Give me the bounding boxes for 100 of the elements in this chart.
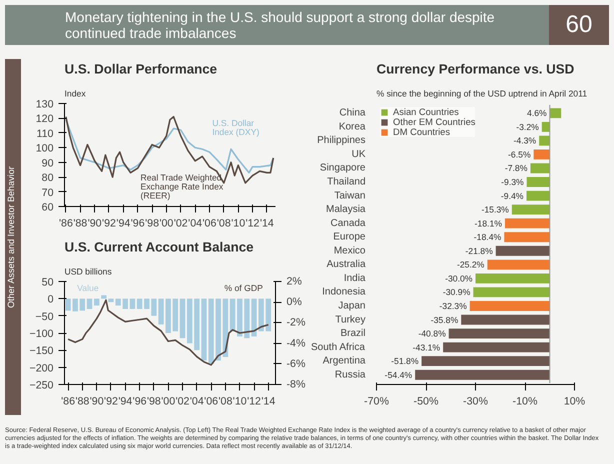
series-label: Real Trade Weighted Exchange Rate Index (REER) [140, 172, 224, 201]
x-tick-label: '10 [232, 396, 247, 408]
x-tick-label: '86 [61, 396, 76, 408]
x-tick-label: 10% [564, 396, 586, 408]
x-tick-label: '02 [176, 396, 190, 408]
y-tick-label: −200 [29, 362, 54, 374]
y-tick-label: Europe [333, 232, 366, 243]
y2-tick-label: -6% [286, 358, 306, 370]
y-tick-label: 130 [36, 98, 54, 110]
x-tick-label: '90 [88, 218, 102, 230]
y-tick-label: Canada [330, 218, 366, 229]
data-label: -3.2% [516, 122, 540, 132]
text: Other Assets and Investor Behavior [5, 59, 21, 415]
y-tick-label: Taiwan [334, 190, 366, 202]
x-tick-label: -70% [364, 396, 390, 408]
x-tick-label: '94 [116, 218, 130, 230]
y-tick-label: 70 [42, 186, 54, 199]
data-label: -18.1% [474, 218, 502, 228]
y-tick-label: Thailand [327, 176, 366, 188]
x-tick-label: '10 [231, 218, 246, 230]
y-tick-label: 80 [42, 172, 54, 184]
data-label: 4.6% [527, 108, 548, 118]
data-label: -4.3% [513, 136, 536, 146]
y-tick-label: Japan [338, 300, 366, 312]
x-tick-label: '02 [174, 218, 188, 230]
data-label: -18.4% [474, 232, 502, 242]
chart-title: Currency Performance vs. USD [376, 62, 575, 76]
x-tick-label: '92 [104, 396, 118, 408]
x-tick-label: '04 [190, 396, 204, 408]
y-tick-label: Brazil [340, 328, 366, 340]
y-tick-label: −50 [35, 310, 54, 323]
x-tick-label: '90 [90, 396, 104, 408]
data-label: -21.8% [465, 246, 494, 256]
y-tick-label: Russia [334, 369, 366, 380]
x-tick-label: '06 [202, 218, 216, 230]
y-tick-label: 50 [42, 276, 54, 288]
x-tick-label: '04 [188, 218, 202, 230]
y2-tick-label: -2% [286, 316, 306, 329]
y-tick-label: Philippines [317, 135, 366, 146]
x-tick-label: '92 [102, 218, 116, 230]
legend-label: DM Countries [393, 127, 450, 137]
data-label: -30.0% [445, 273, 473, 284]
x-tick-label: '00 [161, 396, 176, 408]
data-label: -7.8% [504, 163, 528, 174]
y-tick-label: −250 [29, 380, 54, 392]
y-tick-label: Mexico [334, 245, 366, 256]
x-tick-label: '94 [118, 396, 132, 408]
data-label: -9.3% [501, 177, 524, 188]
data-label: -35.8% [430, 314, 458, 325]
data-label: -51.8% [391, 356, 419, 366]
y2-tick-label: -4% [286, 337, 306, 350]
data-label: -6.5% [508, 149, 531, 160]
line-series [65, 116, 274, 184]
x-tick-label: '12 [246, 218, 260, 230]
y-tick-label: South Africa [311, 342, 366, 353]
y-tick-label: Malaysia [326, 204, 366, 216]
x-tick-label: -30% [463, 396, 488, 408]
chart-subtitle: % since the beginning of the USD uptrend in April 2011 [376, 88, 588, 98]
legend-label: Asian Countries [393, 107, 459, 117]
x-tick-label: '06 [204, 396, 218, 408]
data-label: -32.3% [439, 300, 468, 311]
series-label: Value [77, 283, 99, 294]
x-tick-label: -10% [512, 396, 538, 408]
x-tick-label: '88 [73, 218, 88, 230]
chart-subtitle: USD billions [64, 266, 112, 276]
chart-title: U.S. Current Account Balance [64, 240, 254, 254]
line-series [67, 299, 270, 366]
y-tick-label: 0 [48, 294, 54, 306]
x-tick-label: '98 [146, 396, 161, 408]
y2-tick-label: -8% [286, 378, 306, 390]
x-tick-label: '96 [130, 218, 145, 230]
x-tick-label: '08 [216, 218, 231, 230]
x-tick-label: -50% [414, 396, 439, 408]
x-tick-label: '12 [247, 396, 262, 408]
data-label: -43.1% [412, 342, 440, 352]
data-label: -25.2% [456, 260, 485, 270]
y-tick-label: Indonesia [322, 286, 366, 298]
line-series [65, 118, 274, 174]
y-tick-label: 110 [36, 128, 54, 140]
series-label: U.S. Dollar Index (DXY) [212, 118, 260, 137]
y-tick-label: Turkey [335, 314, 366, 326]
x-tick-label: '88 [75, 396, 90, 408]
text: % of GDP [224, 283, 264, 294]
chart-title: U.S. Dollar Performance [64, 62, 218, 76]
legend-label: Other EM Countries [393, 117, 476, 127]
y-tick-label: India [344, 272, 366, 284]
x-tick-label: '08 [218, 396, 232, 408]
data-label: -9.4% [500, 190, 524, 201]
y2-tick-label: 2% [286, 276, 302, 288]
x-tick-label: '96 [132, 396, 147, 408]
y-tick-label: Argentina [322, 356, 366, 367]
y-tick-label: Australia [326, 259, 366, 270]
y-tick-label: UK [352, 148, 366, 160]
data-label: -54.4% [384, 370, 412, 380]
y-tick-label: −100 [29, 328, 54, 340]
data-label: -30.9% [442, 287, 471, 298]
y-tick-label: Korea [338, 121, 366, 132]
text: Monetary tightening in the U.S. should support a strong dollar despite continued trade imbalances [64, 9, 496, 41]
y-tick-label: 60 [42, 202, 54, 214]
data-label: -15.3% [481, 204, 510, 215]
